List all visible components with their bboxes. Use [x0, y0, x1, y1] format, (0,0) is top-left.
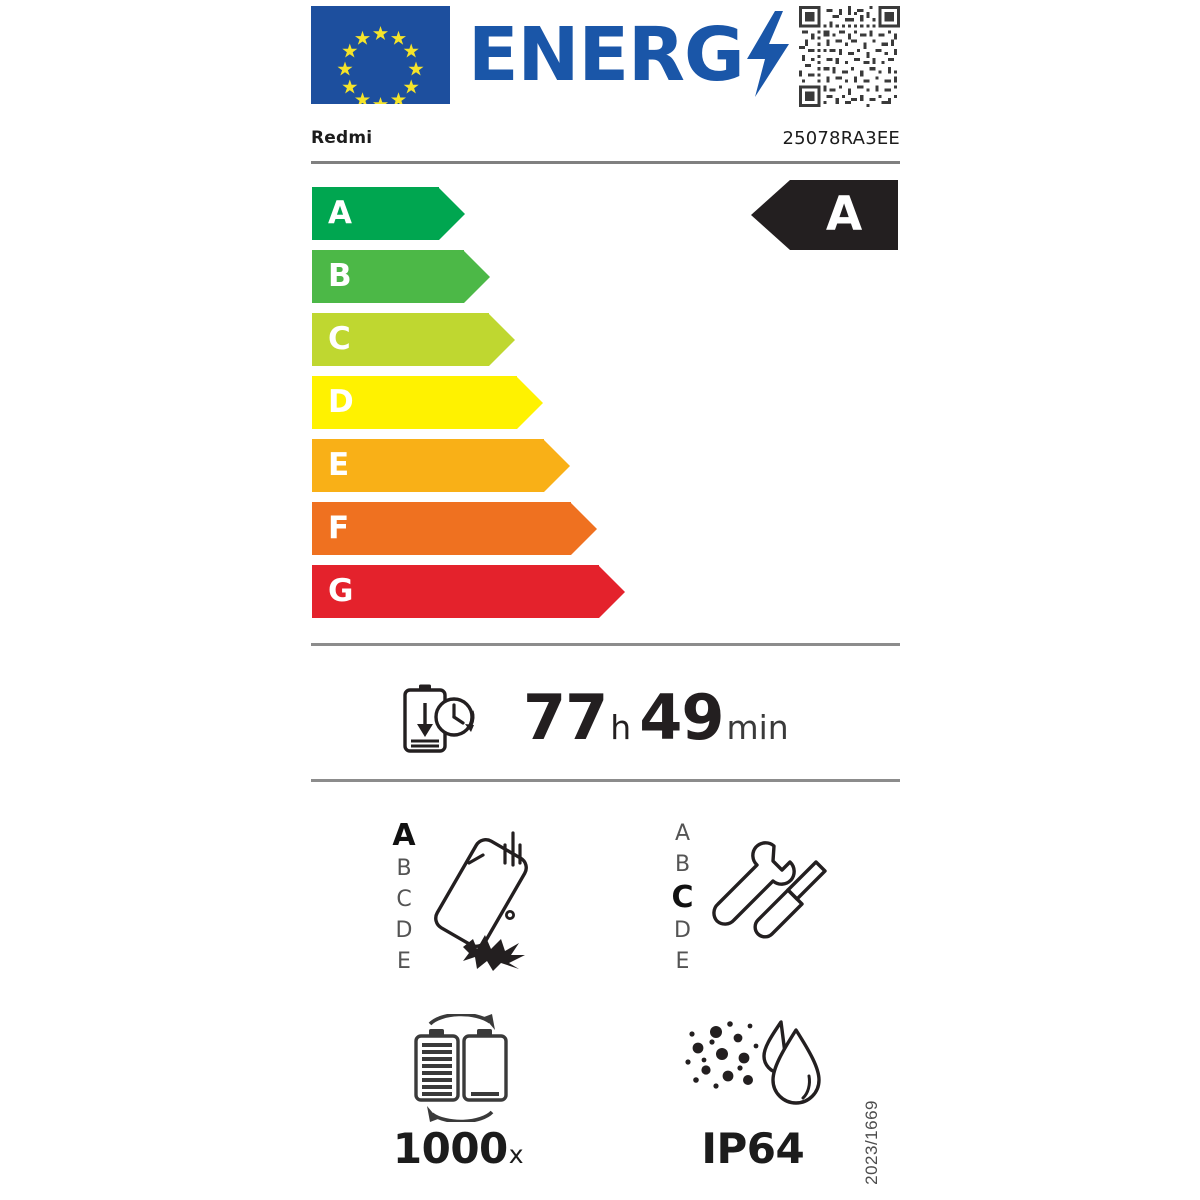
endurance-value: 77 h 49 min: [523, 680, 789, 754]
scale-row: A: [312, 187, 642, 250]
scale-bar-c-letter: C: [328, 321, 351, 357]
falling-phone-icon: [431, 823, 551, 973]
battery-cycles-section: 1000 x: [311, 1010, 606, 1185]
awarded-energy-class-letter: A: [825, 186, 863, 242]
brand-name: Redmi: [311, 128, 373, 148]
drop-grade-b: B: [396, 856, 412, 881]
drop-grade-c: C: [396, 887, 412, 912]
scale-bar-b-letter: B: [328, 258, 352, 294]
scale-bar-a-tip: [439, 187, 465, 240]
endurance-minutes-unit: min: [726, 707, 789, 747]
scale-bar-g-body: G: [312, 565, 599, 618]
repairability-section: A B C D E: [606, 800, 901, 995]
endurance-minutes: 49: [639, 680, 724, 754]
scale-bar-f-letter: F: [328, 510, 350, 546]
battery-cycle-icon: [394, 1014, 522, 1122]
qr-code-icon: [799, 6, 900, 107]
scale-bar-e-letter: E: [328, 447, 350, 483]
scale-bar-d-letter: D: [328, 384, 354, 420]
scale-bar-e-body: E: [312, 439, 544, 492]
scale-row: E: [312, 439, 642, 502]
grade-sections: A B C D E: [311, 800, 900, 995]
endurance-hours-unit: h: [610, 707, 632, 747]
scale-bar-b: B: [312, 250, 490, 303]
battery-cycles-label: 1000 x: [393, 1128, 524, 1170]
repair-grade-a: A: [674, 821, 691, 846]
ip-rating-label: IP64: [701, 1128, 804, 1170]
scale-bar-a-body: A: [312, 187, 439, 240]
lightning-bolt-icon: [745, 11, 791, 97]
scale-bar-d-body: D: [312, 376, 517, 429]
awarded-energy-class-badge: A: [751, 180, 898, 250]
class-arrow-plate: A: [790, 180, 898, 250]
scale-row: G: [312, 565, 642, 628]
bottom-sections: 1000 x: [311, 1010, 900, 1185]
drop-grade-e: E: [397, 949, 411, 974]
repair-grade-b: B: [674, 852, 691, 877]
scale-bar-d-tip: [517, 376, 543, 429]
scale-row: C: [312, 313, 642, 376]
ip-rating-value: IP64: [701, 1124, 805, 1173]
repair-grade-d: D: [674, 918, 691, 943]
battery-clock-icon: [399, 681, 481, 755]
scale-bar-g: G: [312, 565, 625, 618]
scale-row: F: [312, 502, 642, 565]
scale-bar-d: D: [312, 376, 543, 429]
scale-bar-c: C: [312, 313, 515, 366]
drop-grade-a: A: [392, 818, 416, 853]
drop-grade-d: D: [395, 918, 413, 943]
scale-bar-e-tip: [544, 439, 570, 492]
scale-bar-a: A: [312, 187, 465, 240]
ingress-protection-section: IP64: [606, 1010, 901, 1185]
drop-resistance-section: A B C D E: [311, 800, 606, 995]
battery-cycles-value: 1000: [392, 1124, 508, 1173]
class-arrow-head: [751, 180, 790, 250]
brand-model-row: Redmi 25078RA3EE: [311, 128, 900, 164]
scale-bar-e: E: [312, 439, 570, 492]
divider-above-endurance: [311, 643, 900, 646]
scale-bar-a-letter: A: [328, 195, 352, 231]
scale-bar-g-tip: [599, 565, 625, 618]
regulation-reference: 2023/1669: [862, 1100, 881, 1185]
scale-bar-b-tip: [464, 250, 490, 303]
scale-bar-f: F: [312, 502, 597, 555]
repairability-ladder: A B C D E: [668, 818, 698, 977]
repair-grade-e: E: [675, 949, 690, 974]
label-header: ENERG: [311, 6, 900, 110]
scale-bar-f-tip: [571, 502, 597, 555]
energy-class-scale: A B C D E F G: [312, 187, 642, 628]
dust-water-icon: [678, 1014, 828, 1122]
repair-grade-c: C: [671, 880, 694, 915]
endurance-hours: 77: [523, 680, 608, 754]
wrench-screwdriver-icon: [710, 828, 840, 968]
scale-bar-f-body: F: [312, 502, 571, 555]
energy-wordmark: ENERG: [450, 6, 793, 104]
divider-below-endurance: [311, 779, 900, 782]
model-identifier: 25078RA3EE: [782, 128, 900, 149]
eu-flag-icon: [311, 6, 450, 104]
battery-cycles-suffix: x: [508, 1140, 524, 1169]
scale-row: D: [312, 376, 642, 439]
battery-endurance-section: 77 h 49 min: [311, 665, 900, 770]
scale-bar-b-body: B: [312, 250, 464, 303]
scale-bar-g-letter: G: [328, 573, 354, 609]
drop-resistance-ladder: A B C D E: [389, 818, 419, 977]
scale-bar-c-tip: [489, 313, 515, 366]
scale-bar-c-body: C: [312, 313, 489, 366]
scale-row: B: [312, 250, 642, 313]
energy-wordmark-text: ENERG: [468, 12, 745, 98]
